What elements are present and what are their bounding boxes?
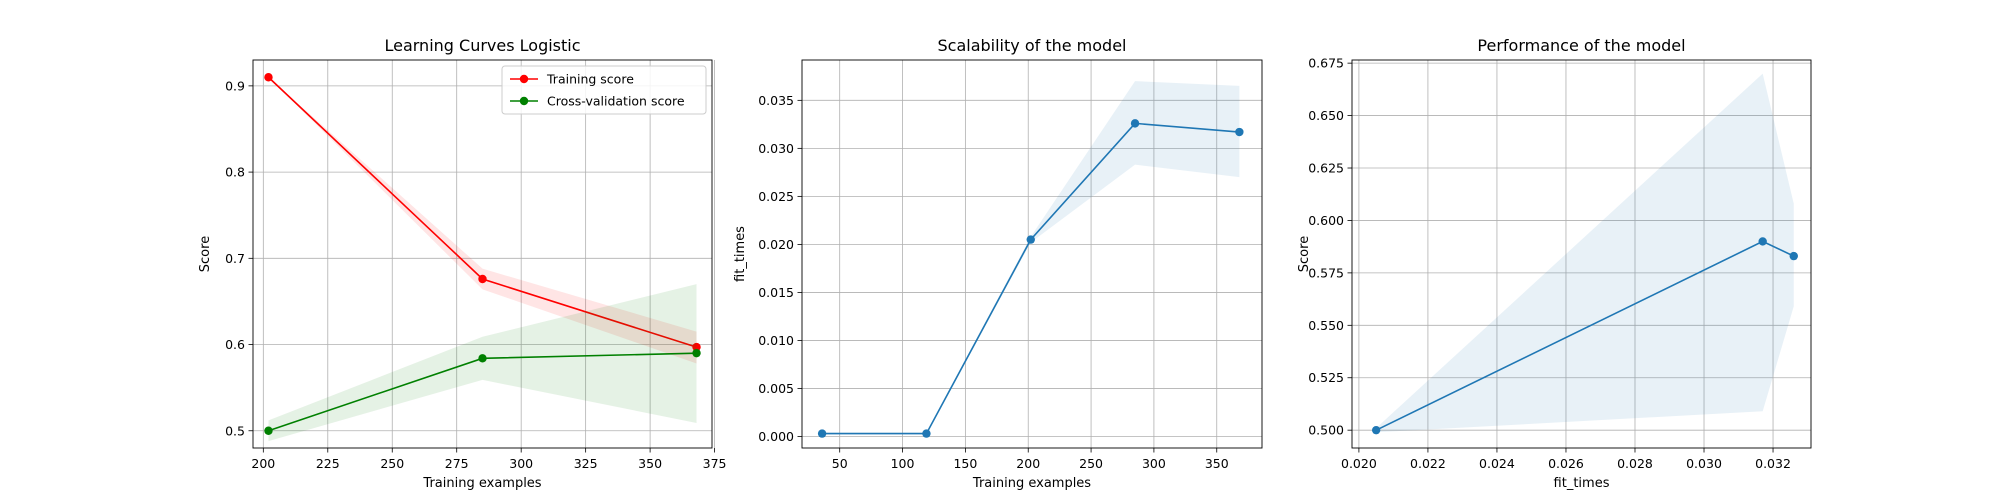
x-tick-label: 0.020 <box>1341 456 1377 471</box>
data-point <box>692 348 701 358</box>
chart-title: Scalability of the model <box>938 36 1127 55</box>
legend-label: Cross-validation score <box>547 94 685 109</box>
y-axis-label: Score <box>1297 236 1312 272</box>
axes-frame <box>801 59 1263 449</box>
x-tick-label: 300 <box>509 456 533 471</box>
x-tick-label: 250 <box>1079 456 1103 471</box>
scalability-panel: 50 100 150 200 250 300 350 0.000 0.005 0.010 0.015… <box>733 36 1263 491</box>
data-point <box>1026 235 1035 244</box>
y-tick-label: 0.8 <box>225 165 245 180</box>
x-axis-label: Training examples <box>422 476 541 491</box>
y-tick-label: 0.000 <box>758 429 794 444</box>
y-tick-label: 0.9 <box>225 78 245 93</box>
x-axis-label: Training examples <box>972 476 1091 491</box>
y-tick-label: 0.035 <box>758 93 794 108</box>
data-point <box>478 274 487 284</box>
y-tick-label: 0.500 <box>1308 423 1344 438</box>
x-tick-label: 200 <box>251 456 275 471</box>
confidence-band <box>268 284 697 442</box>
x-tick-label: 0.030 <box>1686 456 1722 471</box>
series-line <box>822 122 1240 435</box>
confidence-band <box>1376 73 1794 433</box>
data-point <box>1758 237 1767 246</box>
data-point <box>1235 127 1244 137</box>
y-tick-label: 0.600 <box>1308 213 1344 228</box>
data-point <box>478 354 487 363</box>
y-tick-label: 0.7 <box>225 251 245 266</box>
y-tick-label: 0.675 <box>1308 56 1344 71</box>
y-tick-label: 0.6 <box>225 337 245 352</box>
data-point <box>264 426 273 435</box>
x-tick-label: 50 <box>832 456 848 471</box>
data-point <box>1130 119 1140 128</box>
data-point <box>922 429 931 438</box>
confidence-band <box>822 81 1240 435</box>
chart-title: Performance of the model <box>1477 36 1685 55</box>
performance-panel: 0.020 0.022 0.024 0.026 0.028 0.030 0.032 0.500… <box>1297 36 1812 491</box>
y-tick-label: 0.525 <box>1308 370 1344 385</box>
x-tick-label: 350 <box>1205 456 1229 471</box>
y-tick-label: 0.550 <box>1308 318 1344 333</box>
x-tick-label: 0.032 <box>1755 456 1791 471</box>
x-tick-label: 150 <box>953 456 977 471</box>
x-tick-label: 200 <box>1016 456 1040 471</box>
x-tick-label: 375 <box>703 456 727 471</box>
x-tick-label: 0.026 <box>1548 456 1584 471</box>
data-point <box>817 429 827 438</box>
x-tick-label: 0.028 <box>1617 456 1653 471</box>
legend-label: Training score <box>546 72 634 87</box>
x-tick-label: 0.022 <box>1410 456 1446 471</box>
data-point <box>264 73 273 82</box>
axes-frame <box>252 59 713 449</box>
legend-box <box>501 65 707 115</box>
x-tick-label: 250 <box>380 456 404 471</box>
y-tick-label: 0.5 <box>225 423 245 438</box>
y-tick-label: 0.025 <box>758 189 794 204</box>
confidence-band <box>268 77 697 364</box>
y-axis-label: Score <box>198 236 213 272</box>
data-point <box>1371 425 1381 435</box>
x-axis-label: fit_times <box>1554 476 1610 491</box>
y-tick-label: 0.625 <box>1308 161 1344 176</box>
legend: Training score Cross-validation score <box>501 65 707 115</box>
x-tick-label: 275 <box>445 456 469 471</box>
axes-frame <box>1351 59 1812 449</box>
x-tick-label: 225 <box>316 456 340 471</box>
y-tick-label: 0.010 <box>758 333 794 348</box>
x-tick-label: 100 <box>891 456 915 471</box>
y-tick-label: 0.030 <box>758 141 794 156</box>
y-tick-label: 0.650 <box>1308 108 1344 123</box>
x-tick-label: 325 <box>574 456 598 471</box>
x-tick-label: 300 <box>1142 456 1166 471</box>
x-tick-label: 0.024 <box>1479 456 1515 471</box>
y-tick-label: 0.015 <box>758 285 794 300</box>
data-point <box>692 342 701 352</box>
y-tick-label: 0.575 <box>1308 265 1344 280</box>
y-axis-label: fit_times <box>733 226 748 282</box>
y-tick-label: 0.005 <box>758 381 794 396</box>
legend-marker <box>519 74 529 84</box>
learning-curves-panel: 200 225 250 275 300 325 350 375 0.5 0.6 0.7 0.8 0.9 L… <box>198 36 727 491</box>
chart-title: Learning Curves Logistic <box>384 36 580 55</box>
legend-marker <box>519 96 529 106</box>
data-point <box>1789 251 1798 261</box>
y-tick-label: 0.020 <box>758 237 794 252</box>
x-tick-label: 350 <box>638 456 662 471</box>
